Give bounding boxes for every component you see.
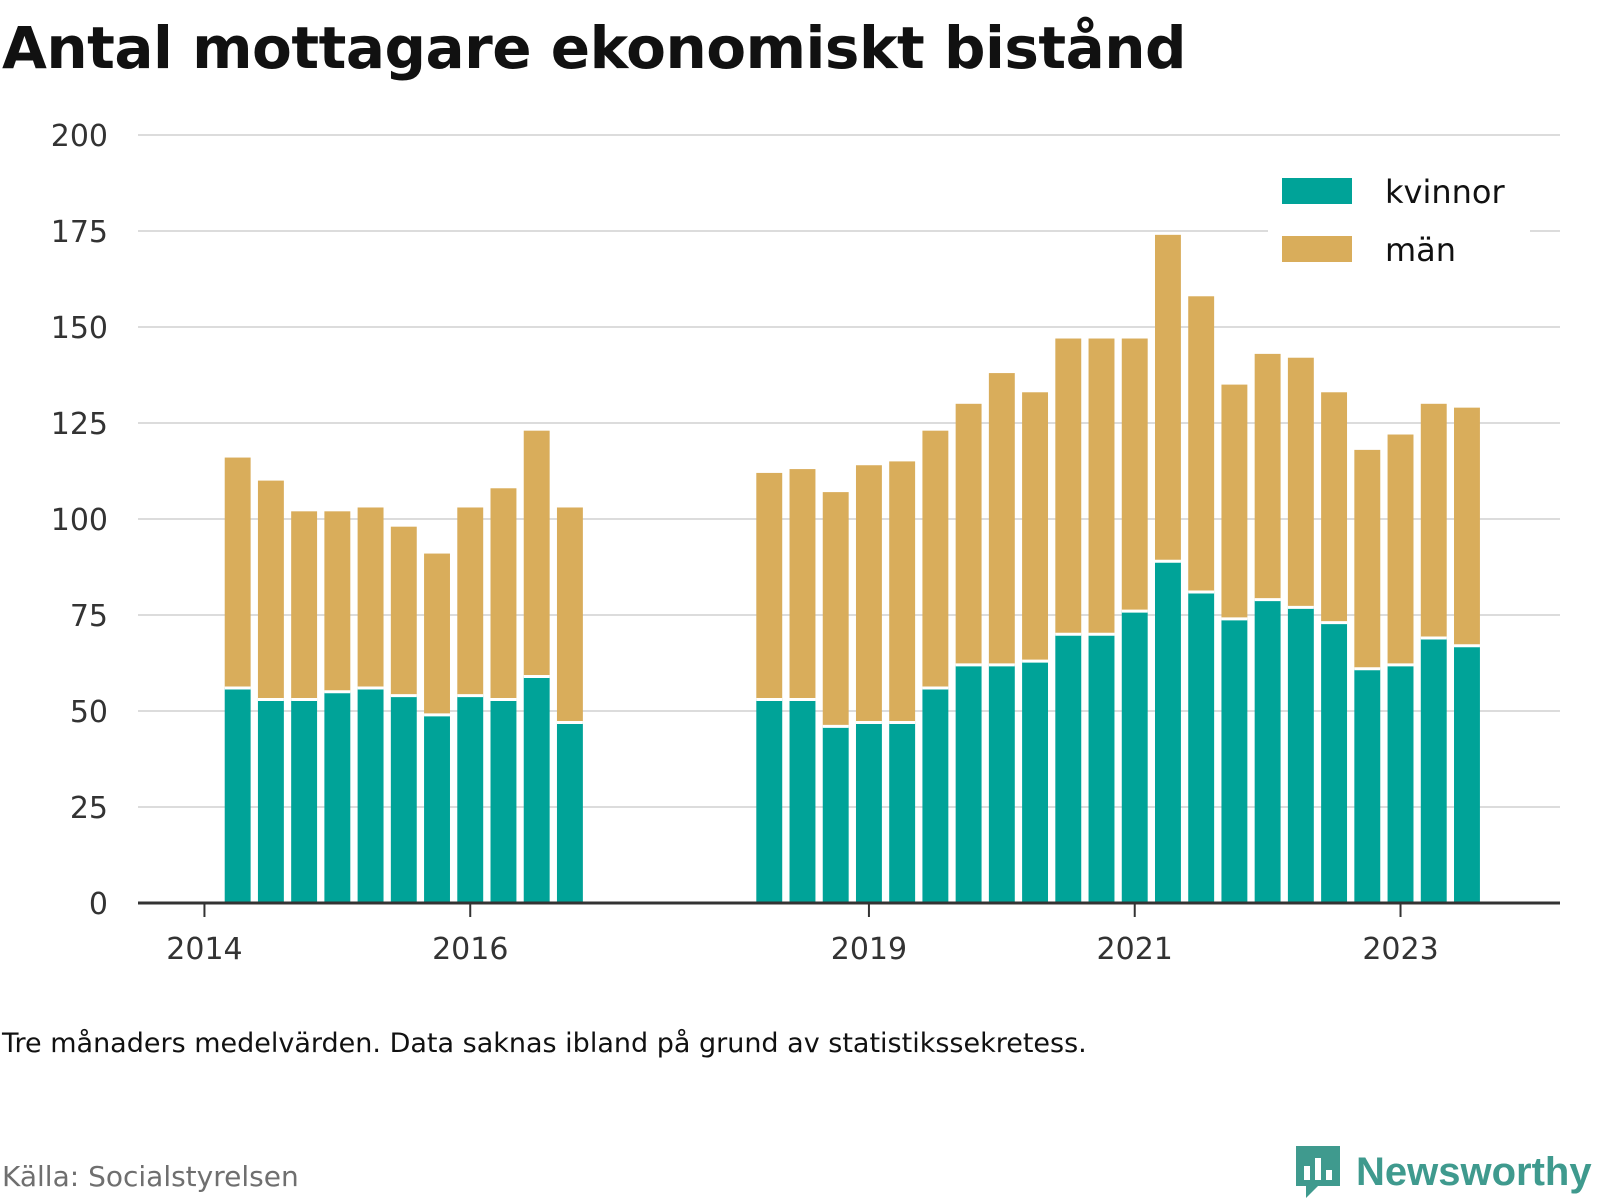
bar-man bbox=[1387, 434, 1414, 665]
bar-man bbox=[1321, 392, 1348, 623]
bar-man bbox=[855, 465, 882, 723]
bar-kvinnor bbox=[224, 687, 251, 903]
y-tick-label: 25 bbox=[70, 791, 108, 826]
bar-man bbox=[224, 457, 251, 688]
y-axis-ticks: 0 25 50 75 100 125 150 175 200 bbox=[51, 119, 108, 922]
brand-name: Newsworthy bbox=[1356, 1149, 1592, 1194]
legend-label-kvinnor: kvinnor bbox=[1385, 173, 1506, 211]
bar-man bbox=[1287, 357, 1314, 608]
bar-kvinnor bbox=[1254, 599, 1281, 903]
bars bbox=[224, 234, 1480, 903]
bar-kvinnor bbox=[324, 691, 351, 903]
legend-swatch-kvinnor bbox=[1282, 178, 1352, 204]
bar-man bbox=[789, 469, 816, 700]
bar-man bbox=[457, 507, 484, 696]
bar-kvinnor bbox=[789, 699, 816, 903]
bar-man bbox=[988, 373, 1015, 665]
x-tick-label: 2014 bbox=[166, 932, 242, 967]
bar-man bbox=[889, 461, 916, 723]
x-tick-label: 2021 bbox=[1097, 932, 1173, 967]
bar-kvinnor bbox=[1287, 607, 1314, 903]
bar-kvinnor bbox=[424, 714, 450, 903]
bar-man bbox=[424, 553, 450, 715]
bar-man bbox=[1022, 392, 1049, 662]
bar-kvinnor bbox=[756, 699, 783, 903]
y-tick-label: 50 bbox=[70, 695, 108, 730]
bar-man bbox=[357, 507, 384, 688]
bar-kvinnor bbox=[457, 695, 484, 903]
x-tick-label: 2023 bbox=[1362, 932, 1438, 967]
bar-man bbox=[1121, 338, 1148, 612]
bar-man bbox=[955, 403, 982, 665]
y-tick-label: 175 bbox=[51, 215, 108, 250]
bar-man bbox=[1188, 296, 1215, 592]
source-label: Källa: Socialstyrelsen bbox=[2, 1160, 299, 1193]
bar-kvinnor bbox=[390, 695, 417, 903]
bar-kvinnor bbox=[257, 699, 284, 903]
y-tick-label: 125 bbox=[51, 407, 108, 442]
bar-man bbox=[922, 430, 949, 688]
y-tick-label: 200 bbox=[51, 119, 108, 154]
bar-man bbox=[390, 526, 417, 696]
bar-kvinnor bbox=[291, 699, 318, 903]
bar-man bbox=[556, 507, 583, 723]
legend-swatch-man bbox=[1282, 236, 1352, 262]
bar-kvinnor bbox=[1321, 622, 1348, 903]
bar-kvinnor bbox=[922, 687, 949, 903]
bar-kvinnor bbox=[1221, 618, 1248, 903]
bar-kvinnor bbox=[1454, 645, 1480, 903]
chart-title: Antal mottagare ekonomiskt bistånd bbox=[2, 14, 1187, 82]
bar-man bbox=[1221, 384, 1248, 619]
bar-kvinnor bbox=[988, 664, 1015, 903]
bar-man bbox=[523, 430, 550, 677]
newsworthy-logo: Newsworthy bbox=[1292, 1142, 1592, 1202]
bar-man bbox=[1254, 353, 1281, 600]
x-axis: 2014 2016 2019 2021 2023 bbox=[138, 901, 1560, 967]
bar-kvinnor bbox=[1055, 634, 1082, 903]
y-tick-label: 100 bbox=[51, 503, 108, 538]
bar-kvinnor bbox=[1420, 638, 1447, 903]
bar-kvinnor bbox=[490, 699, 517, 903]
bar-man bbox=[756, 472, 783, 700]
bar-kvinnor bbox=[955, 664, 982, 903]
bar-man bbox=[1420, 403, 1447, 639]
bar-kvinnor bbox=[1121, 611, 1148, 903]
bar-kvinnor bbox=[822, 726, 849, 903]
y-tick-label: 150 bbox=[51, 311, 108, 346]
newsworthy-chat-chart-icon bbox=[1296, 1146, 1340, 1198]
bar-kvinnor bbox=[556, 722, 583, 903]
bar-kvinnor bbox=[1387, 664, 1414, 903]
bar-man bbox=[1354, 449, 1381, 669]
bar-man bbox=[1154, 234, 1181, 562]
bar-man bbox=[291, 511, 318, 700]
bar-kvinnor bbox=[855, 722, 882, 903]
bar-kvinnor bbox=[1088, 634, 1115, 903]
bar-kvinnor bbox=[1022, 661, 1049, 903]
legend: kvinnor män bbox=[1268, 170, 1530, 295]
x-tick-label: 2016 bbox=[432, 932, 508, 967]
bar-kvinnor bbox=[1154, 561, 1181, 903]
y-tick-label: 75 bbox=[70, 599, 108, 634]
legend-label-man: män bbox=[1385, 231, 1456, 269]
bar-man bbox=[822, 492, 849, 727]
x-tick-label: 2019 bbox=[831, 932, 907, 967]
bar-man bbox=[257, 480, 284, 700]
bar-kvinnor bbox=[889, 722, 916, 903]
chart-note: Tre månaders medelvärden. Data saknas ib… bbox=[2, 1028, 1087, 1059]
bar-kvinnor bbox=[1188, 591, 1215, 903]
bar-man bbox=[324, 511, 351, 692]
bar-man bbox=[1454, 407, 1480, 646]
bar-man bbox=[1055, 338, 1082, 635]
bar-kvinnor bbox=[1354, 668, 1381, 903]
bar-man bbox=[490, 488, 517, 700]
bar-kvinnor bbox=[523, 676, 550, 903]
bar-man bbox=[1088, 338, 1115, 635]
bar-kvinnor bbox=[357, 687, 384, 903]
y-tick-label: 0 bbox=[89, 887, 108, 922]
